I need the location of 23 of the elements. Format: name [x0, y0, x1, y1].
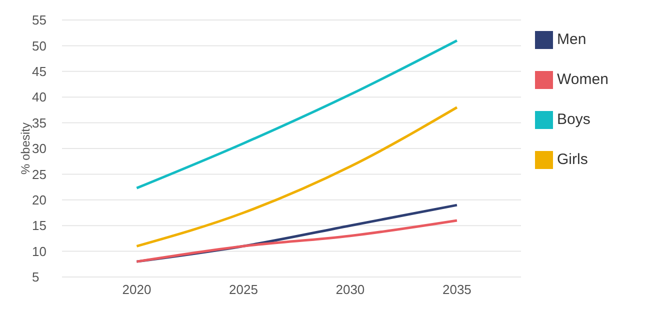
line-series: [135, 106, 458, 248]
y-tick-label: 35: [32, 115, 46, 130]
y-tick-label: 10: [32, 244, 46, 259]
y-axis-title: % obesity: [18, 122, 32, 175]
y-tick-label: 20: [32, 192, 46, 208]
y-tick-label: 25: [32, 166, 46, 182]
legend-label: Men: [557, 31, 586, 48]
x-tick-label: 2025: [229, 282, 258, 298]
y-tick-label: 55: [32, 12, 46, 28]
line-series: [135, 219, 458, 263]
x-tick-label: 2020: [122, 282, 152, 298]
x-tick-label: 2030: [336, 282, 365, 298]
y-tick-label: 30: [32, 141, 46, 156]
legend-label: Girls: [557, 151, 588, 168]
y-tick-label: 40: [32, 90, 46, 105]
y-tick-label: 15: [32, 218, 46, 234]
legend-label: Boys: [557, 111, 590, 128]
y-tick-label: 5: [32, 270, 40, 285]
y-tick-label: 45: [32, 64, 46, 80]
y-tick-label: 50: [32, 38, 46, 54]
line-series: [135, 39, 458, 190]
x-tick-label: 2035: [442, 282, 472, 298]
legend-label: Women: [557, 71, 608, 88]
